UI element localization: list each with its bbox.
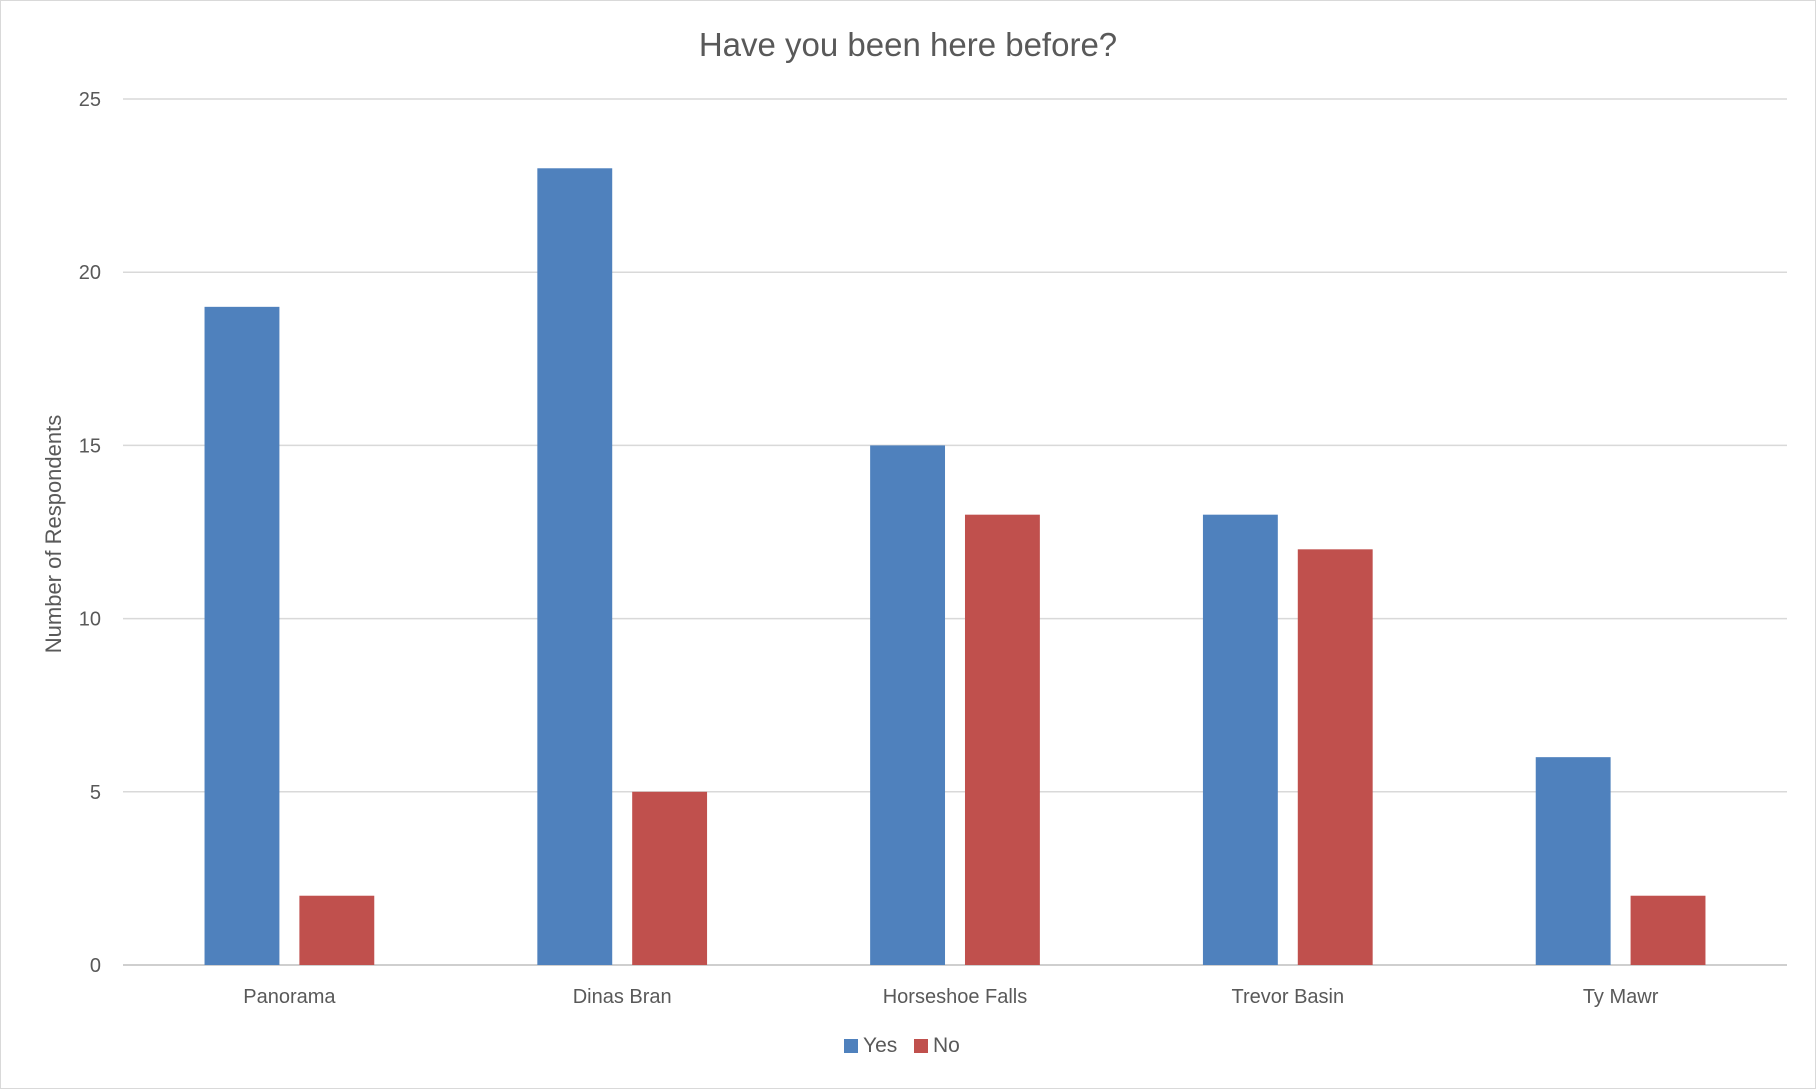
x-tick-label: Panorama — [243, 986, 336, 1008]
x-tick-labels: Panorama Dinas Bran Horseshoe Falls Trevor … — [243, 986, 1658, 1008]
x-tick-label: Trevor Basin — [1231, 986, 1344, 1008]
y-tick-label: 0 — [90, 955, 101, 977]
x-tick-label: Ty Mawr — [1583, 986, 1659, 1008]
y-tick-label: 15 — [79, 435, 101, 457]
bar-no-ty-mawr — [1630, 895, 1706, 965]
legend-swatch — [844, 1039, 858, 1053]
y-tick-label: 25 — [79, 89, 101, 111]
y-axis-title: Number of Respondents — [41, 415, 66, 653]
legend-item-yes: Yes — [844, 1034, 897, 1057]
bars — [204, 168, 1706, 966]
legend-label: Yes — [863, 1034, 897, 1057]
x-tick-label: Dinas Bran — [573, 986, 672, 1008]
x-tick-label: Horseshoe Falls — [883, 986, 1028, 1008]
bar-no-horseshoe-falls — [964, 514, 1040, 965]
bar-no-dinas-bran — [632, 791, 708, 965]
bar-yes-trevor-basin — [1202, 514, 1278, 965]
chart-title: Have you been here before? — [699, 26, 1117, 63]
bar-yes-dinas-bran — [537, 168, 613, 965]
y-tick-label: 5 — [90, 782, 101, 804]
bar-yes-panorama — [204, 306, 280, 966]
legend: Yes No — [844, 1034, 960, 1057]
y-tick-labels: 0 5 10 15 20 25 — [79, 89, 101, 977]
gridlines — [123, 98, 1787, 966]
y-tick-label: 20 — [79, 262, 101, 284]
legend-label: No — [933, 1034, 960, 1057]
bar-yes-ty-mawr — [1535, 757, 1611, 965]
bar-yes-horseshoe-falls — [870, 445, 946, 965]
legend-item-no: No — [914, 1034, 960, 1057]
y-tick-label: 10 — [79, 609, 101, 631]
legend-swatch — [914, 1039, 928, 1053]
bar-no-panorama — [299, 895, 375, 965]
bar-no-trevor-basin — [1297, 549, 1373, 965]
